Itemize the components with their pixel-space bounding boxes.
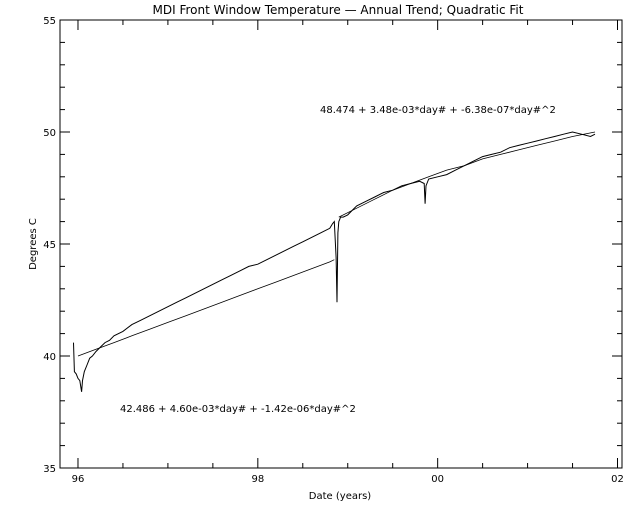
y-tick-label: 55: [43, 16, 56, 27]
y-tick-label: 50: [43, 128, 56, 139]
x-axis: 96 98 00 02: [72, 20, 624, 485]
chart-title: MDI Front Window Temperature — Annual Tr…: [153, 3, 524, 17]
plot-frame: [59, 19, 623, 469]
x-tick-label: 00: [431, 474, 444, 485]
temperature-line-1: [73, 131, 596, 392]
y-tick-label: 45: [43, 240, 56, 251]
x-tick-label: 96: [72, 474, 85, 485]
x-axis-label: Date (years): [309, 491, 372, 502]
fit-line-1: [77, 259, 335, 357]
y-axis: 35 40 45 50 55: [43, 16, 622, 475]
fit-label-lower: 42.486 + 4.60e-03*day# + -1.42e-06*day#^…: [120, 404, 356, 415]
fit-label-upper: 48.474 + 3.48e-03*day# + -6.38e-07*day#^…: [320, 105, 556, 116]
x-tick-label: 98: [251, 474, 264, 485]
x-tick-label: 02: [611, 474, 624, 485]
series-layer: [73, 131, 596, 392]
y-tick-label: 40: [43, 352, 56, 363]
y-tick-label: 35: [43, 464, 56, 475]
fit-line-2: [338, 131, 596, 218]
y-axis-label: Degrees C: [28, 218, 39, 270]
